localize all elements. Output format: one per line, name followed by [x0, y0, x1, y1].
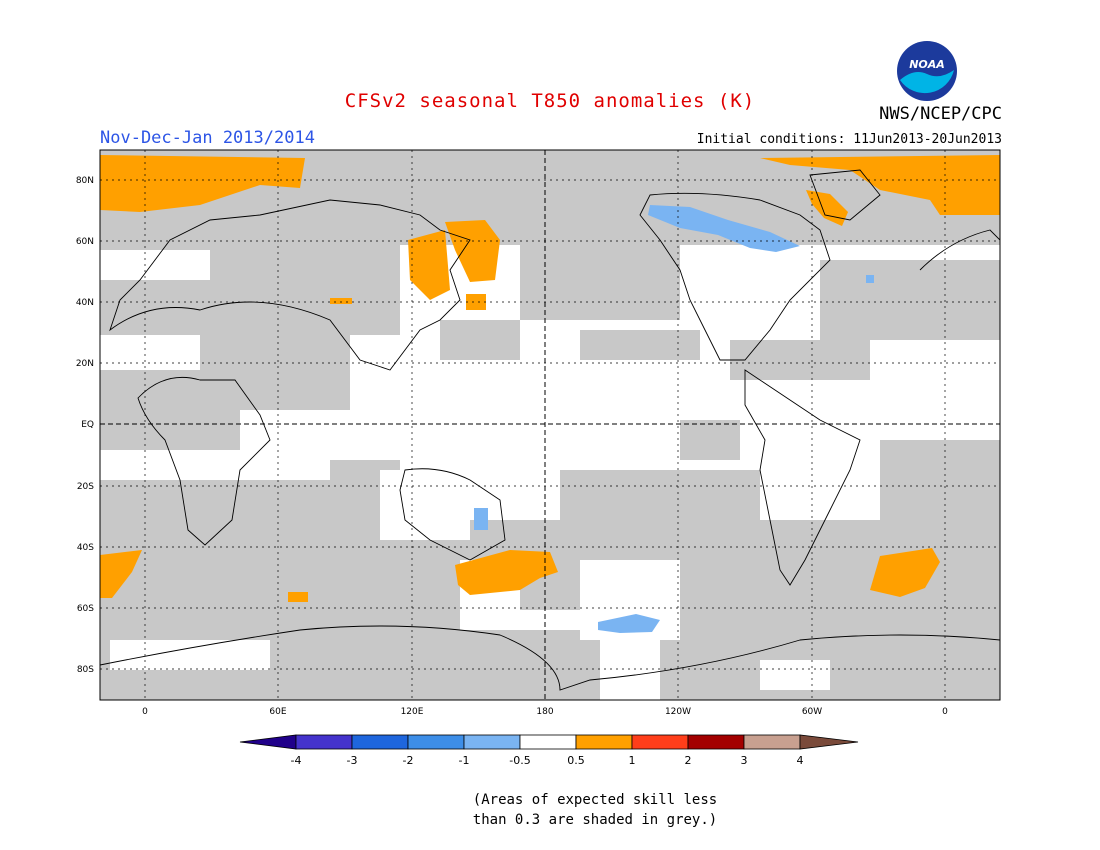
colorbar-bin [463, 734, 521, 750]
lon-label: 120E [401, 707, 424, 717]
map-title: CFSv2 seasonal T850 anomalies (K) [344, 90, 756, 112]
lat-label: EQ [81, 420, 94, 430]
colorbar: -4 -3 -2 -1 -0.5 0.5 1 2 3 4 [239, 734, 859, 767]
lon-label: 180 [536, 707, 553, 717]
skill-note-line1: (Areas of expected skill less [472, 792, 718, 808]
colorbar-label: 1 [629, 754, 636, 767]
colorbar-bin [351, 734, 409, 750]
lat-label: 80N [76, 176, 94, 186]
colorbar-arrow-right [799, 734, 859, 750]
colorbar-bin [575, 734, 633, 750]
lat-label: 20S [77, 482, 94, 492]
reference-lines [100, 150, 1000, 700]
colorbar-label: 0.5 [567, 754, 585, 767]
lat-axis-labels: 80N 60N 40N 20N EQ 20S 40S 60S 80S [76, 176, 94, 675]
lat-label: 60N [76, 237, 94, 247]
colorbar-bin [687, 734, 745, 750]
skill-note-line2: than 0.3 are shaded in grey.) [472, 812, 718, 828]
colorbar-label: -4 [291, 754, 302, 767]
colorbar-label: 2 [685, 754, 692, 767]
coastlines [100, 169, 1000, 691]
lon-label: 120W [665, 707, 691, 717]
initial-conditions: Initial conditions: 11Jun2013-20Jun2013 [696, 132, 1002, 147]
lon-label: 0 [942, 707, 948, 717]
colorbar-label: -3 [347, 754, 358, 767]
blue-anomalies [474, 205, 874, 633]
orange-anomalies [100, 155, 1000, 602]
lat-label: 60S [77, 604, 94, 614]
agency-label: NWS/NCEP/CPC [879, 104, 1002, 124]
lon-label: 60W [802, 707, 822, 717]
colorbar-labels: -4 -3 -2 -1 -0.5 0.5 1 2 3 4 [291, 754, 804, 767]
lat-label: 80S [77, 665, 94, 675]
colorbar-label: -1 [459, 754, 470, 767]
lon-label: 0 [142, 707, 148, 717]
colorbar-bin [743, 734, 801, 750]
colorbar-label: 3 [741, 754, 748, 767]
map-frame [99, 149, 1001, 701]
colorbar-bin [295, 734, 353, 750]
graticule [100, 150, 1000, 700]
colorbar-bin [407, 734, 465, 750]
colorbar-label: -2 [403, 754, 414, 767]
lat-label: 40S [77, 543, 94, 553]
colorbar-bin [631, 734, 689, 750]
noaa-logo-icon: NOAA [897, 41, 957, 101]
noaa-logo-text: NOAA [909, 58, 945, 71]
map-area [100, 150, 1000, 700]
colorbar-bin [519, 734, 577, 750]
lon-axis-labels: 0 60E 120E 180 120W 60W 0 [142, 707, 948, 717]
lat-label: 40N [76, 298, 94, 308]
colorbar-label: -0.5 [509, 754, 530, 767]
colorbar-label: 4 [797, 754, 804, 767]
lon-label: 60E [269, 707, 286, 717]
lat-label: 20N [76, 359, 94, 369]
colorbar-arrow-left [239, 734, 297, 750]
forecast-period: Nov-Dec-Jan 2013/2014 [100, 128, 315, 148]
